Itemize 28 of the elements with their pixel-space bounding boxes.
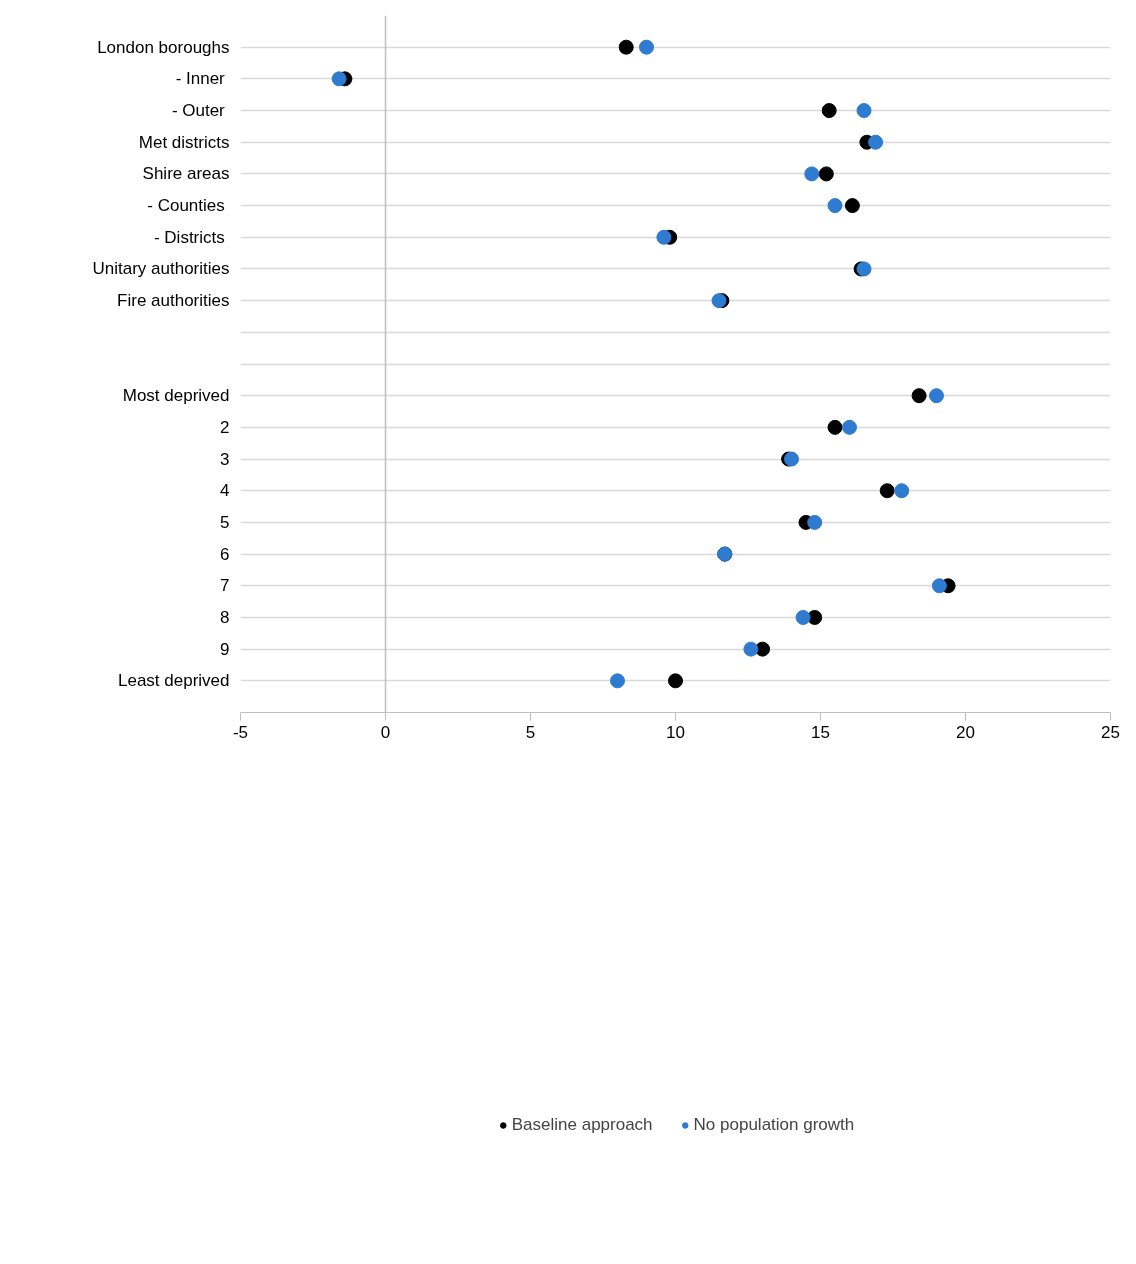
x-tick-label: 25 xyxy=(1101,722,1120,742)
y-tick-label: - Inner xyxy=(175,69,226,89)
y-tick-label: - Districts xyxy=(153,227,225,247)
y-tick-label: Met districts xyxy=(138,132,230,152)
y-tick-label: - Outer xyxy=(171,101,226,121)
y-tick-label: 7 xyxy=(220,576,230,596)
y-tick-label: 9 xyxy=(220,639,230,659)
y-tick-label: Shire areas xyxy=(142,164,230,184)
y-tick-label: Fire authorities xyxy=(117,291,230,311)
y-tick-label: 6 xyxy=(220,544,230,564)
y-tick-label: Least deprived xyxy=(117,671,230,691)
y-tick-label: Unitary authorities xyxy=(92,259,230,279)
x-tick-label: 15 xyxy=(811,722,830,742)
x-tick-label: -5 xyxy=(232,722,249,742)
y-tick-label: 5 xyxy=(220,512,230,532)
x-tick-label: 5 xyxy=(525,722,536,742)
y-tick-label: 2 xyxy=(220,417,230,437)
x-tick-label: 10 xyxy=(666,722,685,742)
legend-label: Baseline approach xyxy=(511,1115,653,1135)
y-tick-label: Most deprived xyxy=(122,386,230,406)
y-tick-label: 4 xyxy=(220,481,230,501)
y-tick-label: London boroughs xyxy=(97,37,230,57)
x-tick-label: 20 xyxy=(956,722,975,742)
y-tick-label: - Counties xyxy=(147,196,225,216)
legend-label: No population growth xyxy=(693,1115,855,1135)
x-tick-label: 0 xyxy=(380,722,391,742)
y-tick-label: 8 xyxy=(220,607,230,627)
y-tick-label: 3 xyxy=(220,449,230,469)
